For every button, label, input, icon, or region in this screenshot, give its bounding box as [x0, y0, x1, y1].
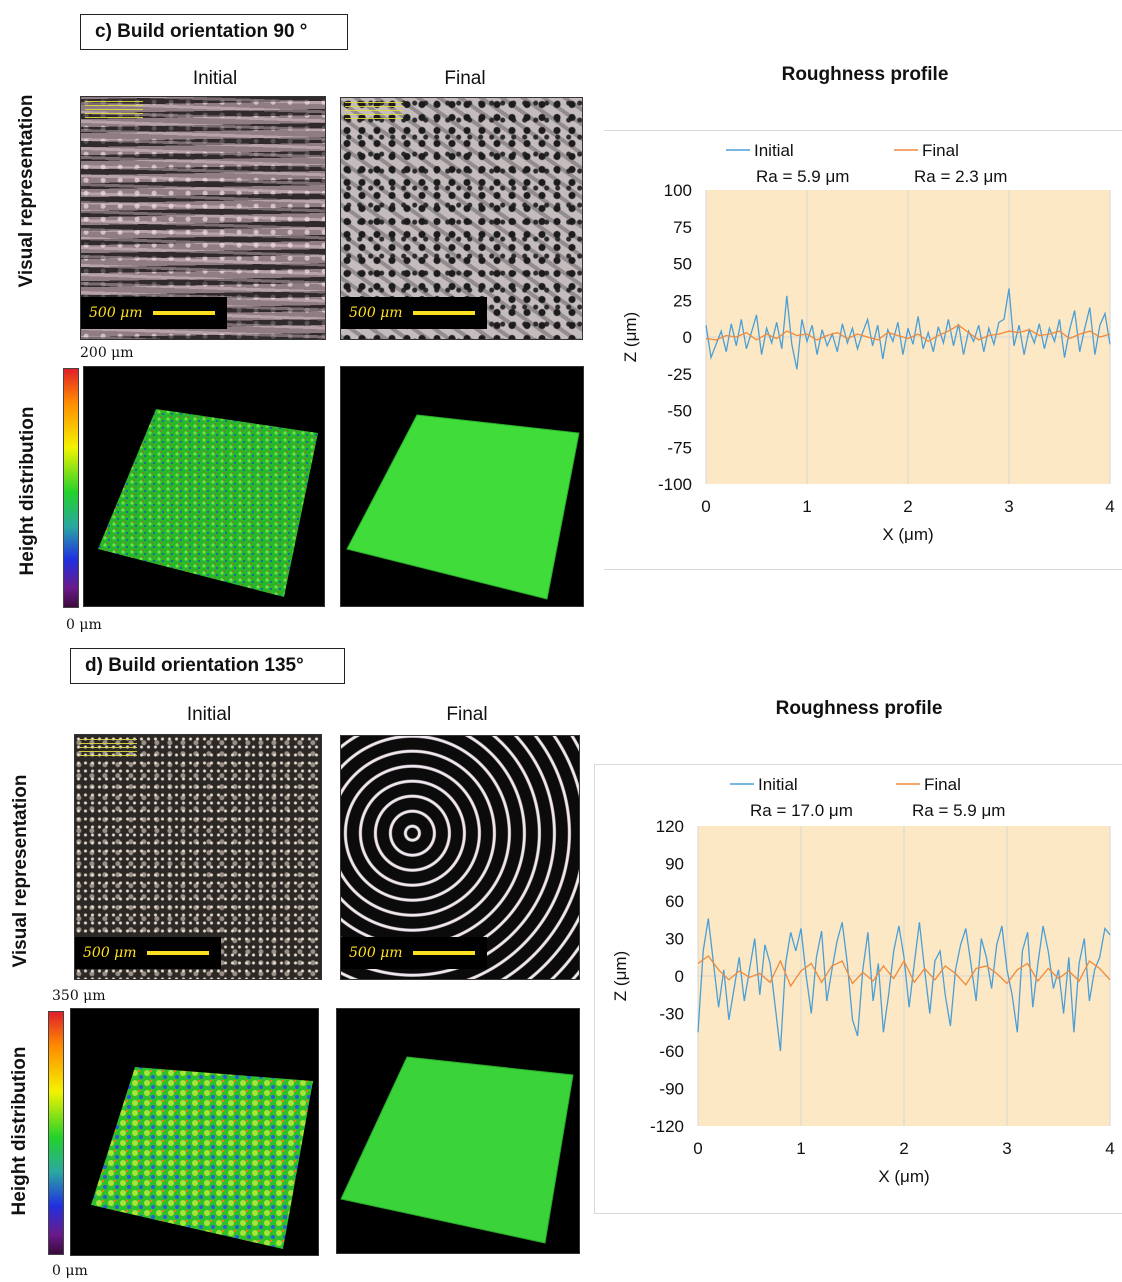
- colorbar-max-label: 200 μm: [80, 345, 134, 361]
- series-line-initial: [697, 918, 1111, 1052]
- row-label-height: Height distribution: [9, 1046, 30, 1216]
- micrograph-initial: 500 μm: [74, 734, 322, 980]
- col-label-initial: Initial: [192, 68, 238, 89]
- x-tick-label: 3: [1004, 497, 1013, 516]
- legend-label: Initial: [758, 775, 798, 794]
- scale-bar: 500 μm: [81, 297, 227, 329]
- ra-label: Ra = 17.0 μm: [750, 801, 853, 820]
- colorbar-min-label: 0 μm: [66, 617, 102, 633]
- y-tick-label: 60: [665, 892, 684, 911]
- y-tick-label: 0: [683, 328, 692, 347]
- col-label-initial: Initial: [186, 704, 232, 725]
- y-tick-label: 50: [673, 255, 692, 274]
- x-tick-label: 1: [796, 1139, 805, 1158]
- y-tick-label: 90: [665, 855, 684, 874]
- height-surface-final: [340, 1056, 574, 1244]
- x-tick-label: 0: [701, 497, 710, 516]
- y-axis-label: Z (μm): [611, 951, 630, 1001]
- x-axis-label: X (μm): [878, 1167, 929, 1186]
- micrograph-initial: 500 μm: [80, 96, 326, 340]
- section-d-title: d) Build orientation 135°: [70, 648, 345, 684]
- colorbar-max-label: 350 μm: [52, 988, 106, 1004]
- chart-c-frame: [604, 130, 1122, 570]
- height-surface-initial: [91, 1067, 313, 1249]
- y-tick-label: -60: [659, 1042, 684, 1061]
- height-map-final: [336, 1008, 580, 1254]
- series-line-final: [697, 955, 1111, 988]
- ra-label: Ra = 5.9 μm: [756, 167, 849, 186]
- legend-label: Final: [922, 141, 959, 160]
- x-tick-label: 2: [899, 1139, 908, 1158]
- scale-bar: 500 μm: [341, 937, 487, 969]
- row-label-height: Height distribution: [17, 406, 38, 576]
- roughness-chart-c: 0 1 2 3 4 100 75 50 25 0 -25 -50 -75 -100 Initial Ra = …: [621, 141, 1115, 544]
- ra-label: Ra = 2.3 μm: [914, 167, 1007, 186]
- height-map-final: [340, 366, 584, 607]
- ra-label: Ra = 5.9 μm: [912, 801, 1005, 820]
- y-tick-label: -90: [659, 1080, 684, 1099]
- chart-d-frame: [594, 764, 1122, 1214]
- legend-label: Initial: [754, 141, 794, 160]
- x-tick-label: 3: [1002, 1139, 1011, 1158]
- y-tick-label: -120: [650, 1117, 684, 1136]
- y-tick-label: 75: [673, 218, 692, 237]
- legend-label: Final: [924, 775, 961, 794]
- height-map-initial: [70, 1008, 319, 1256]
- colorbar-min-label: 0 μm: [52, 1263, 88, 1279]
- row-label-visual: Visual representation: [16, 94, 37, 288]
- col-label-final: Final: [444, 68, 486, 89]
- y-tick-label: -75: [667, 438, 692, 457]
- micrograph-metadata: [79, 738, 137, 756]
- chart-c-title: Roughness profile: [781, 64, 949, 85]
- height-surface-initial: [98, 409, 318, 597]
- y-tick-label: -30: [659, 1005, 684, 1024]
- series-line-initial: [705, 288, 1111, 370]
- row-label-visual: Visual representation: [10, 774, 31, 968]
- height-map-initial: [83, 366, 325, 607]
- y-tick-label: -50: [667, 402, 692, 421]
- x-tick-label: 4: [1105, 1139, 1114, 1158]
- chart-d-title: Roughness profile: [775, 698, 943, 719]
- height-colorbar: [48, 1011, 64, 1255]
- scale-bar: 500 μm: [341, 297, 487, 329]
- roughness-chart-d: 0 1 2 3 4 120 90 60 30 0 -30 -60 -90 -120 Initial Ra = …: [611, 775, 1115, 1186]
- micrograph-final: 500 μm: [340, 97, 583, 340]
- y-tick-label: -100: [658, 475, 692, 494]
- y-axis-label: Z (μm): [621, 312, 640, 362]
- y-tick-label: 0: [675, 967, 684, 986]
- height-surface-final: [346, 414, 580, 600]
- section-c-title: c) Build orientation 90 °: [80, 14, 348, 50]
- scale-bar: 500 μm: [75, 937, 221, 969]
- series-line-final: [705, 324, 1111, 343]
- y-tick-label: 100: [664, 181, 692, 200]
- y-tick-label: -25: [667, 365, 692, 384]
- micrograph-metadata: [345, 101, 403, 119]
- y-tick-label: 120: [656, 817, 684, 836]
- x-axis-label: X (μm): [882, 525, 933, 544]
- y-tick-label: 25: [673, 291, 692, 310]
- x-tick-label: 1: [802, 497, 811, 516]
- col-label-final: Final: [446, 704, 488, 725]
- x-tick-label: 2: [903, 497, 912, 516]
- micrograph-final: 500 μm: [340, 735, 580, 980]
- x-tick-label: 4: [1105, 497, 1114, 516]
- y-tick-label: 30: [665, 930, 684, 949]
- height-colorbar: [63, 368, 79, 608]
- micrograph-metadata: [85, 100, 143, 118]
- x-tick-label: 0: [693, 1139, 702, 1158]
